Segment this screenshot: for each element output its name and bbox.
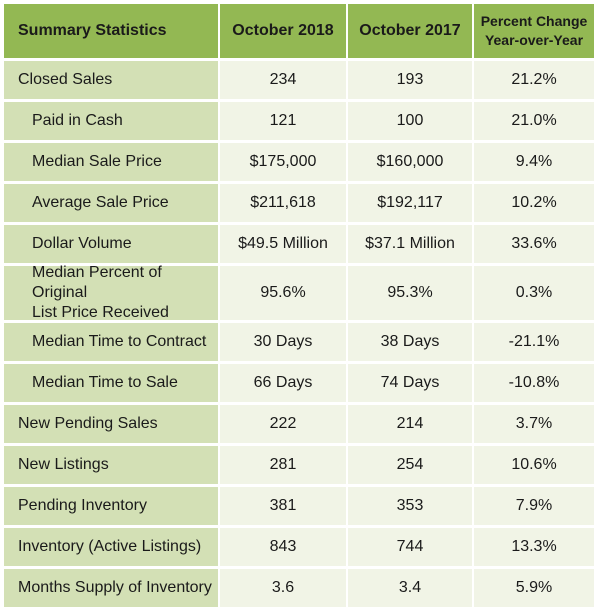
row-label-closed-sales: Closed Sales xyxy=(4,61,218,99)
row-value-2017: 193 xyxy=(348,61,472,99)
header-summary-statistics: Summary Statistics xyxy=(4,4,218,58)
row-value-change: 7.9% xyxy=(474,487,594,525)
row-value-2017: 100 xyxy=(348,102,472,140)
row-value-2017: 95.3% xyxy=(348,266,472,320)
header-percent-change: Percent Change Year-over-Year xyxy=(474,4,594,58)
summary-statistics-table: Summary Statistics October 2018 October … xyxy=(4,4,596,610)
row-value-change: 10.6% xyxy=(474,446,594,484)
row-value-2018: 121 xyxy=(220,102,346,140)
row-value-change: -10.8% xyxy=(474,364,594,402)
row-value-2018: 222 xyxy=(220,405,346,443)
row-label-average-sale-price: Average Sale Price xyxy=(4,184,218,222)
row-value-2018: 843 xyxy=(220,528,346,566)
row-value-2018: 381 xyxy=(220,487,346,525)
row-value-change: 21.2% xyxy=(474,61,594,99)
row-value-2017: 3.4 xyxy=(348,569,472,607)
row-value-2017: $37.1 Million xyxy=(348,225,472,263)
row-value-2017: 744 xyxy=(348,528,472,566)
row-value-change: 13.3% xyxy=(474,528,594,566)
row-value-change: 10.2% xyxy=(474,184,594,222)
row-value-2017: $160,000 xyxy=(348,143,472,181)
row-label-months-supply: Months Supply of Inventory xyxy=(4,569,218,607)
row-label-median-sale-price: Median Sale Price xyxy=(4,143,218,181)
row-label-median-time-to-sale: Median Time to Sale xyxy=(4,364,218,402)
row-value-change: 33.6% xyxy=(474,225,594,263)
row-label-pending-inventory: Pending Inventory xyxy=(4,487,218,525)
row-value-2018: $211,618 xyxy=(220,184,346,222)
row-label-line2: List Price Received xyxy=(32,304,169,321)
row-value-2018: 95.6% xyxy=(220,266,346,320)
row-value-2018: 281 xyxy=(220,446,346,484)
header-percent-change-line1: Percent Change xyxy=(480,13,588,30)
row-label-median-time-to-contract: Median Time to Contract xyxy=(4,323,218,361)
row-value-change: -21.1% xyxy=(474,323,594,361)
row-value-2017: 254 xyxy=(348,446,472,484)
row-value-2017: 74 Days xyxy=(348,364,472,402)
row-value-2017: 38 Days xyxy=(348,323,472,361)
row-label-median-percent-list-price: Median Percent of Original List Price Re… xyxy=(4,264,218,321)
row-label-inventory-active-listings: Inventory (Active Listings) xyxy=(4,528,218,566)
row-value-2017: $192,117 xyxy=(348,184,472,222)
header-percent-change-line2: Year-over-Year xyxy=(484,32,584,48)
row-value-2018: $49.5 Million xyxy=(220,225,346,263)
row-value-2018: $175,000 xyxy=(220,143,346,181)
row-label-new-listings: New Listings xyxy=(4,446,218,484)
row-value-2017: 353 xyxy=(348,487,472,525)
row-label-paid-in-cash: Paid in Cash xyxy=(4,102,218,140)
row-value-2018: 30 Days xyxy=(220,323,346,361)
row-value-2018: 234 xyxy=(220,61,346,99)
row-value-change: 21.0% xyxy=(474,102,594,140)
row-value-change: 3.7% xyxy=(474,405,594,443)
row-value-2017: 214 xyxy=(348,405,472,443)
row-value-2018: 66 Days xyxy=(220,364,346,402)
row-value-change: 9.4% xyxy=(474,143,594,181)
header-october-2018: October 2018 xyxy=(220,4,346,58)
row-value-change: 5.9% xyxy=(474,569,594,607)
row-label-new-pending-sales: New Pending Sales xyxy=(4,405,218,443)
row-label-dollar-volume: Dollar Volume xyxy=(4,225,218,263)
row-value-change: 0.3% xyxy=(474,266,594,320)
header-october-2017: October 2017 xyxy=(348,4,472,58)
row-value-2018: 3.6 xyxy=(220,569,346,607)
row-label-line1: Median Percent of Original xyxy=(32,264,162,301)
